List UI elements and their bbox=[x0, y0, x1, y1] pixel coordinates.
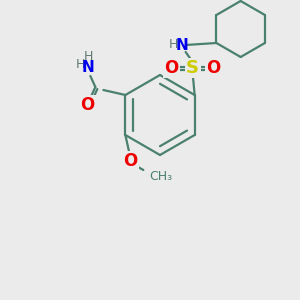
Text: H: H bbox=[76, 58, 85, 71]
Text: N: N bbox=[175, 38, 188, 52]
Text: H: H bbox=[84, 50, 93, 64]
Text: O: O bbox=[123, 152, 137, 170]
Text: O: O bbox=[164, 59, 179, 77]
Text: N: N bbox=[82, 59, 95, 74]
Text: CH₃: CH₃ bbox=[149, 170, 172, 184]
Text: H: H bbox=[169, 38, 178, 52]
Text: O: O bbox=[80, 96, 94, 114]
Text: O: O bbox=[206, 59, 221, 77]
Text: S: S bbox=[186, 59, 199, 77]
